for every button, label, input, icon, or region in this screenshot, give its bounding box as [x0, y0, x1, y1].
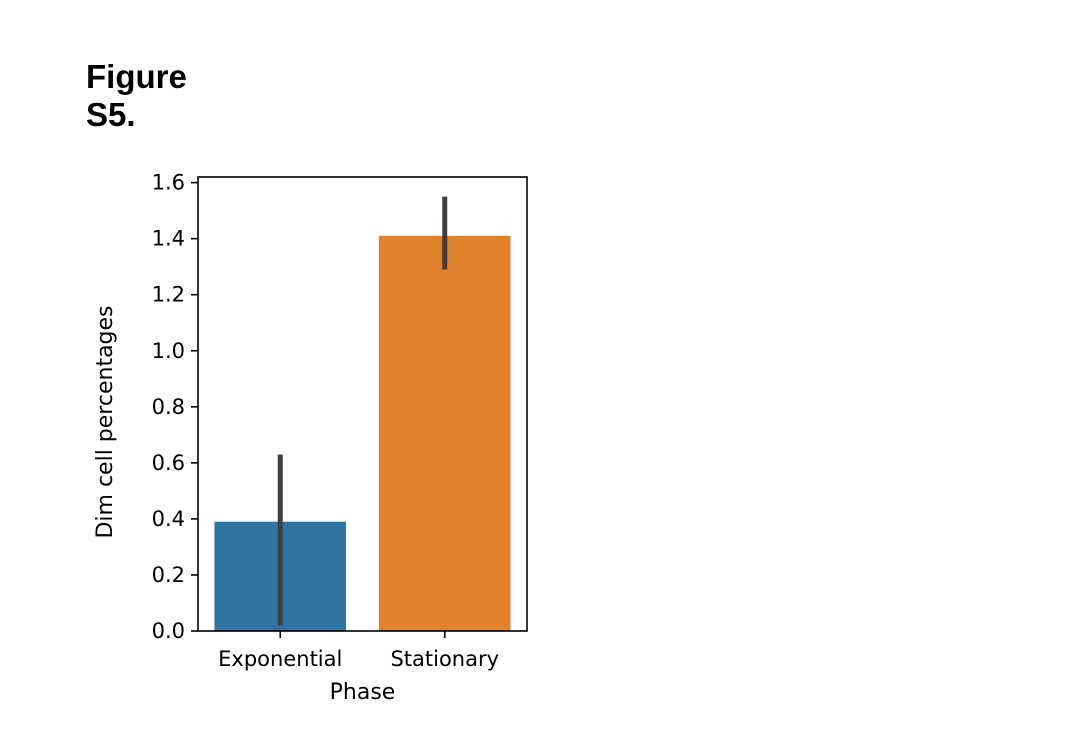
x-axis-ticks: Exponential Stationary: [218, 631, 499, 671]
figure-label-line1: Figure: [86, 58, 187, 95]
y-tick-label: 0.4: [152, 507, 185, 531]
bar-stationary: [378, 235, 511, 631]
y-tick-label: 1.6: [152, 171, 185, 195]
error-bars-layer: [277, 196, 448, 626]
bars-layer: [214, 235, 511, 631]
plot-frame: [197, 176, 528, 632]
y-axis-title: Dim cell percentages: [93, 305, 118, 538]
y-tick-label: 1.4: [152, 227, 185, 251]
x-tick-label: Exponential: [218, 647, 342, 671]
figure-label: Figure S5.: [86, 58, 187, 134]
x-tick-label: Stationary: [390, 647, 499, 671]
y-tick-label: 0.0: [152, 619, 185, 643]
x-axis-title: Phase: [330, 680, 396, 705]
y-tick-label: 0.8: [152, 395, 185, 419]
y-axis-ticks: 0.0 0.2 0.4 0.6 0.8 1.0 1.2 1.4 1.6: [152, 171, 198, 643]
y-tick-label: 1.0: [152, 339, 185, 363]
figure-label-line2: S5.: [86, 96, 136, 133]
y-tick-label: 1.2: [152, 283, 185, 307]
y-tick-label: 0.2: [152, 563, 185, 587]
y-tick-label: 0.6: [152, 451, 185, 475]
